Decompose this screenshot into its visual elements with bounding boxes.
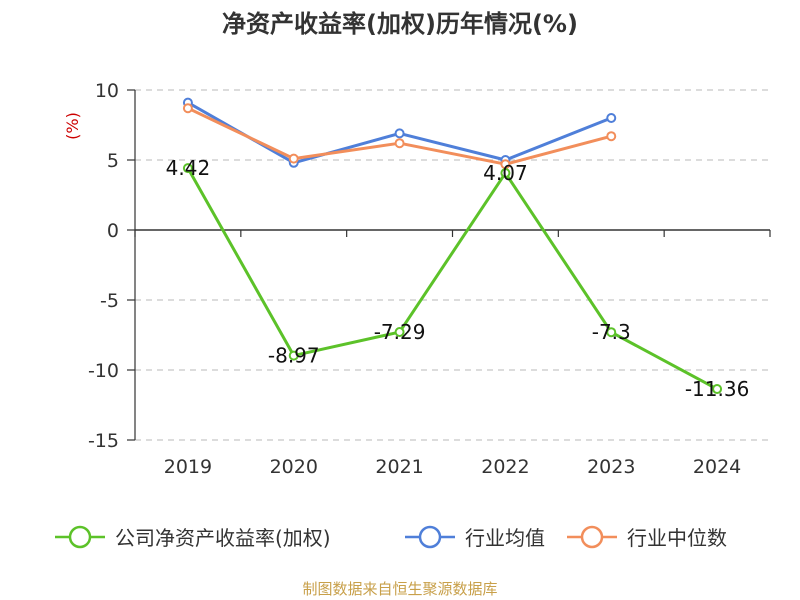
legend-item: 行业均值 (405, 525, 545, 550)
legend-marker (418, 525, 442, 549)
x-tick-label: 2023 (587, 456, 635, 478)
axes: 10 5 0 -5 -10 -15 2019 2020 2021 2022 2023 2024 (88, 80, 771, 478)
data-label: 4.42 (166, 156, 211, 180)
data-point (394, 138, 405, 149)
data-point (394, 327, 405, 338)
y-tick-label: 5 (107, 150, 119, 172)
y-tick-label: -15 (88, 430, 119, 452)
data-point (288, 350, 299, 361)
y-tick-label: -10 (88, 360, 119, 382)
x-tick-label: 2022 (481, 456, 529, 478)
data-label: -7.3 (592, 320, 631, 344)
data-point (182, 163, 193, 174)
data-label: 4.07 (483, 161, 528, 185)
y-tick-label: 10 (95, 80, 119, 102)
data-point (182, 103, 193, 114)
series-layer (182, 97, 723, 395)
chart-title: 净资产收益率(加权)历年情况(%) (222, 10, 578, 38)
data-point (606, 131, 617, 142)
x-tick-label: 2019 (164, 456, 212, 478)
legend-label: 公司净资产收益率(加权) (115, 526, 331, 550)
x-tick-label: 2024 (693, 456, 741, 478)
y-tick-label: 0 (107, 220, 119, 242)
source-note: 制图数据来自恒生聚源数据库 (302, 580, 497, 598)
data-label: -8.97 (268, 344, 320, 368)
legend-item: 公司净资产收益率(加权) (55, 525, 331, 550)
legend-item: 行业中位数 (567, 525, 727, 550)
legend-marker (68, 525, 92, 549)
data-label: -11.36 (685, 377, 749, 401)
x-tick-label: 2021 (375, 456, 423, 478)
legend-marker (580, 525, 604, 549)
grid-lines (135, 89, 770, 441)
data-point (500, 168, 511, 179)
legend-label: 行业中位数 (627, 526, 727, 550)
y-axis-unit: (%) (63, 112, 82, 140)
x-tick-label: 2020 (270, 456, 318, 478)
data-point (288, 153, 299, 164)
data-point (606, 113, 617, 123)
data-labels: 4.42 -8.97 -7.29 4.07 -7.3 -11.36 (166, 156, 750, 401)
data-point (712, 384, 723, 395)
series-line (186, 167, 718, 391)
data-point (606, 327, 617, 338)
legend: 公司净资产收益率(加权) 行业均值 行业中位数 (55, 525, 727, 550)
legend-label: 行业均值 (465, 526, 545, 550)
data-point (394, 128, 405, 139)
data-label: -7.29 (374, 320, 426, 344)
y-tick-label: -5 (100, 290, 119, 312)
